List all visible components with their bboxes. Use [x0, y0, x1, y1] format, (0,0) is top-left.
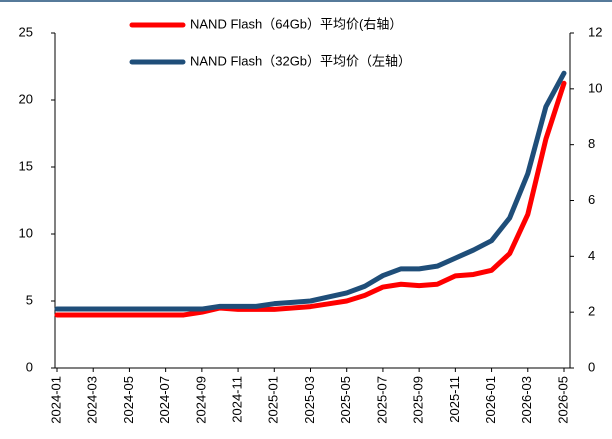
series-line — [54, 80, 567, 318]
x-tick-label: 2024-05 — [121, 376, 136, 424]
x-tick-label: 2025-09 — [411, 376, 426, 424]
legend-label: NAND Flash（32Gb）平均价（左轴） — [190, 53, 411, 68]
y2-tick-label: 0 — [588, 359, 595, 374]
x-tick-label: 2024-09 — [193, 376, 208, 424]
y-tick-label: 10 — [19, 225, 33, 240]
x-tick-label: 2026-05 — [555, 376, 570, 424]
x-tick-label: 2025-03 — [302, 376, 317, 424]
y-tick-label: 20 — [19, 91, 33, 106]
y2-tick-label: 2 — [588, 304, 595, 319]
x-tick-label: 2025-05 — [338, 376, 353, 424]
x-tick-label: 2024-03 — [85, 376, 100, 424]
x-tick-label: 2025-07 — [374, 376, 389, 424]
y2-tick-label: 10 — [588, 80, 602, 95]
legend-label: NAND Flash（64Gb）平均价(右轴） — [190, 16, 402, 31]
x-tick-label: 2025-11 — [447, 376, 462, 423]
y2-tick-label: 4 — [588, 248, 595, 263]
y2-tick-label: 6 — [588, 192, 595, 207]
y2-tick-label: 8 — [588, 136, 595, 151]
y-tick-label: 25 — [19, 24, 33, 39]
y-tick-label: 5 — [26, 292, 33, 307]
x-tick-label: 2026-03 — [519, 376, 534, 424]
x-tick-label: 2026-01 — [483, 376, 498, 424]
series-line — [54, 70, 567, 312]
y2-tick-label: 12 — [588, 24, 602, 39]
x-tick-label: 2025-01 — [266, 376, 281, 424]
y-tick-label: 15 — [19, 158, 33, 173]
y-tick-label: 0 — [26, 359, 33, 374]
x-tick-label: 2024-11 — [230, 376, 245, 423]
x-tick-label: 2024-01 — [48, 376, 63, 424]
x-tick-label: 2024-07 — [157, 376, 172, 424]
